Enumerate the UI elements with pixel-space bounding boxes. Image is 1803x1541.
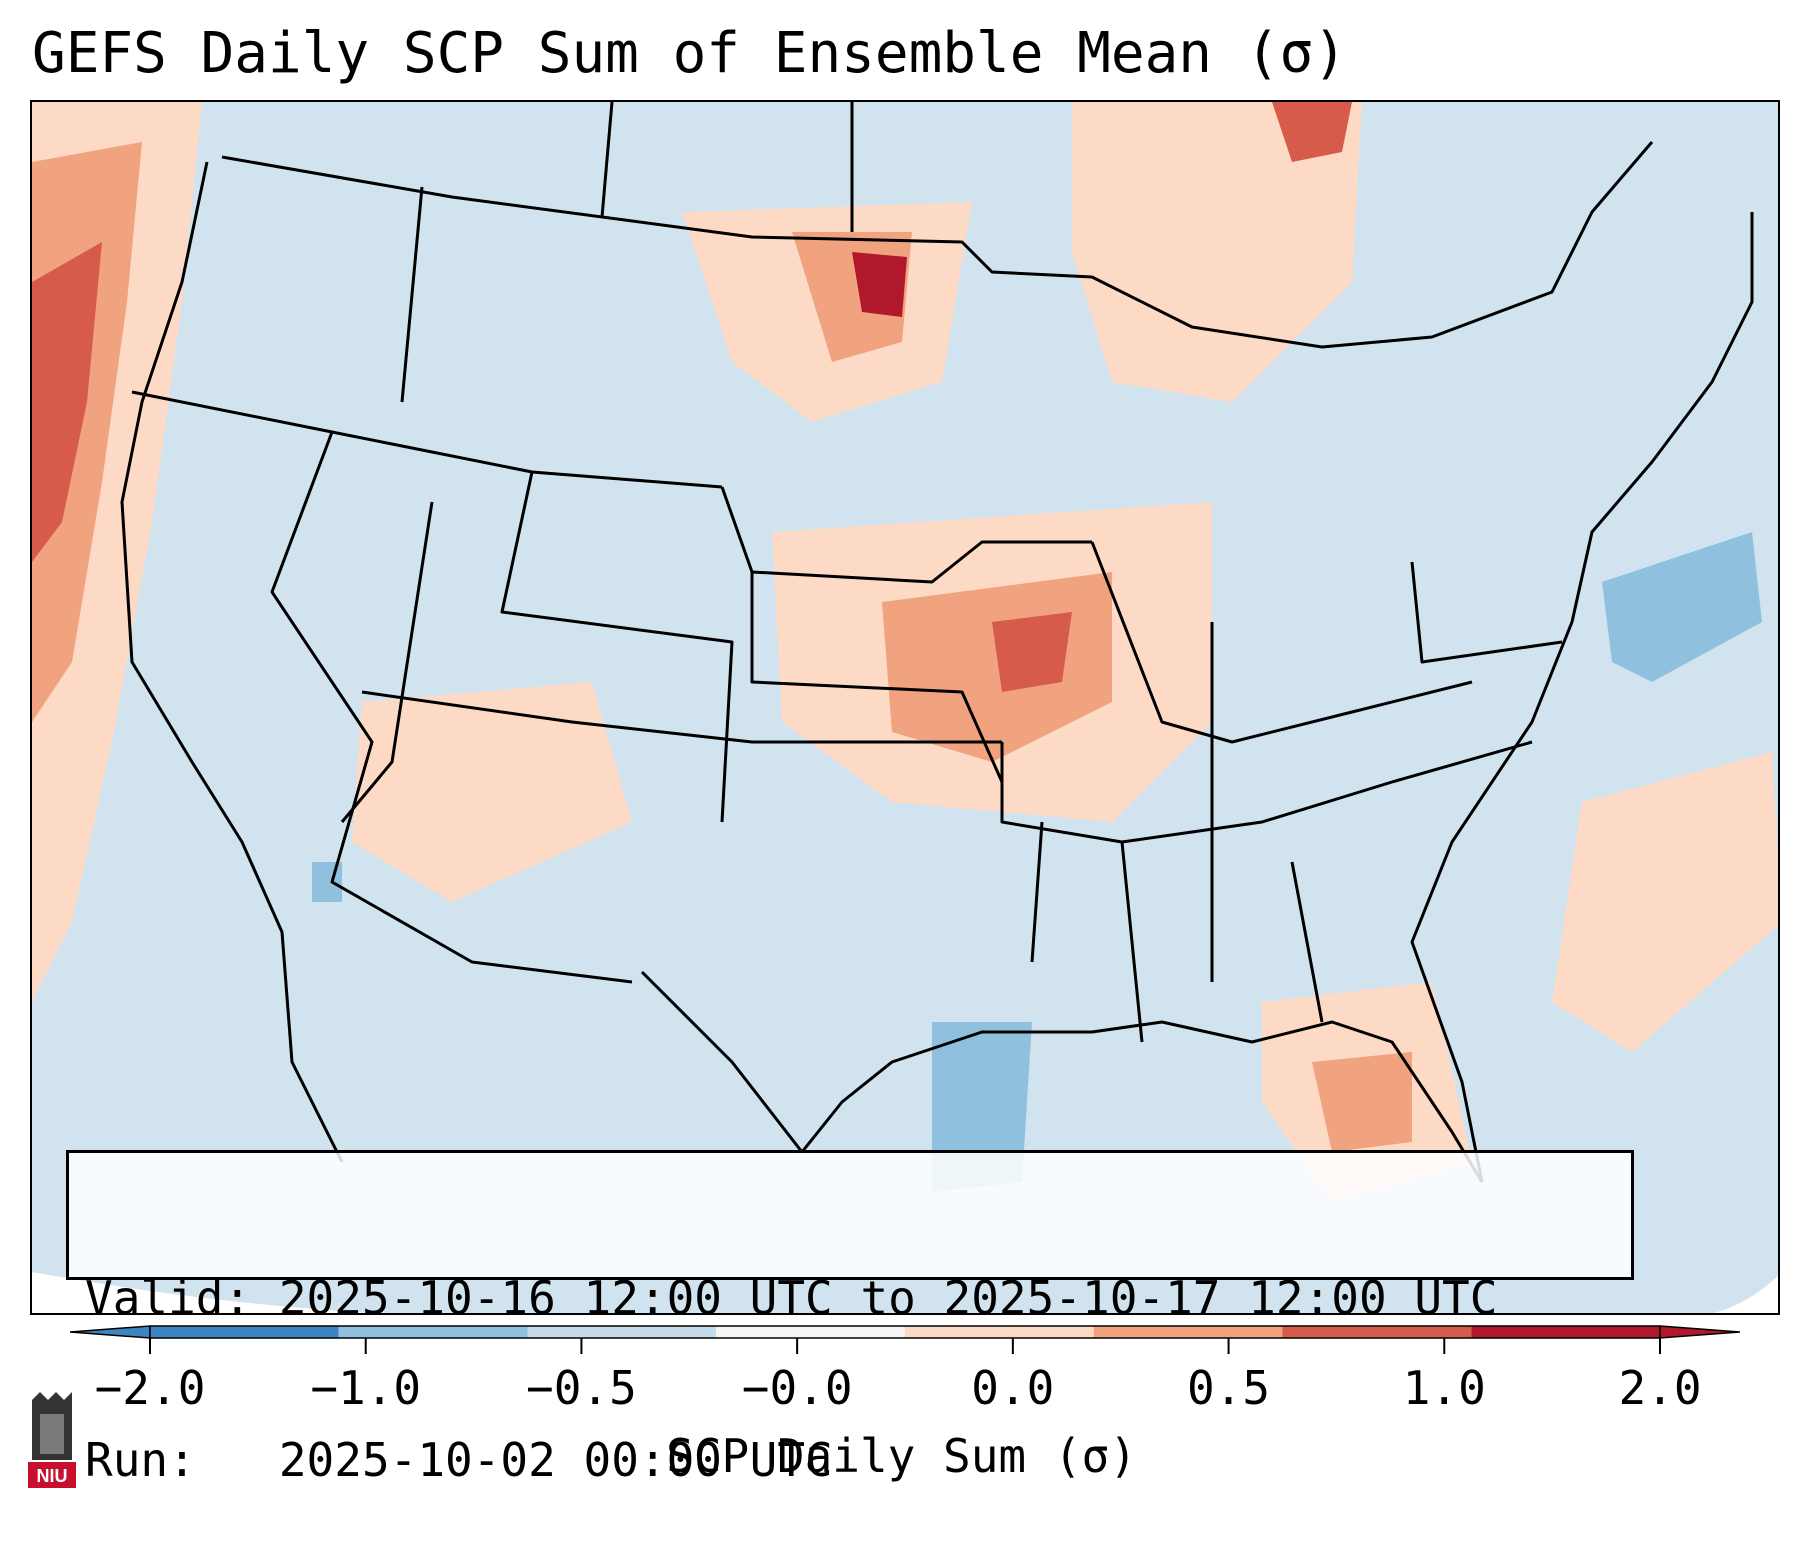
colorbar — [70, 1325, 1740, 1354]
run-time-text: Run: 2025-10-02 00:00 UTC — [85, 1433, 833, 1487]
colorbar-tick-label: 1.0 — [1402, 1361, 1486, 1415]
map-projection-edge-left — [32, 1272, 374, 1313]
state-line — [400, 186, 424, 403]
niu-logo: NIU — [28, 1392, 76, 1488]
state-line — [1410, 561, 1563, 664]
anomaly-patch-ontario — [1072, 102, 1362, 402]
colorbar-tick-label: 0.5 — [1187, 1361, 1271, 1415]
colorbar-extend-high — [1659, 1325, 1740, 1339]
scp-field-layer — [32, 102, 1778, 1313]
valid-run-info-box: Valid: 2025-10-16 12:00 UTC to 2025-10-1… — [66, 1150, 1634, 1487]
negative-patch-gulf — [932, 1022, 1032, 1192]
state-line — [1090, 541, 1473, 744]
anomaly-patch-midwest-core — [992, 612, 1072, 692]
state-line — [720, 486, 1092, 584]
anomaly-patch-west-coast-core — [32, 242, 102, 562]
us-canada-border — [221, 141, 1654, 349]
state-line — [340, 501, 434, 823]
state-line — [1030, 821, 1044, 963]
anomaly-patch-dakotas-core — [852, 252, 907, 317]
colorbar-segment — [905, 1326, 1094, 1338]
anomaly-patch-southwest — [352, 682, 632, 902]
colorbar-tick-label: −0.5 — [526, 1361, 637, 1415]
state-line — [600, 102, 614, 218]
colorbar-tick-label: −0.0 — [741, 1361, 853, 1415]
anomaly-patch-gulf-east-strong — [1312, 1052, 1412, 1152]
colorbar-segment — [527, 1326, 717, 1338]
colorbar-segment — [338, 1326, 528, 1338]
map-projection-edge-right — [1713, 1275, 1778, 1313]
state-line — [1120, 841, 1144, 1043]
colorbar-tick-label: −1.0 — [310, 1361, 422, 1415]
colorbar-segment — [150, 1326, 339, 1338]
negative-patch-atlantic — [1602, 532, 1762, 682]
colorbar-tick-label: 2.0 — [1618, 1361, 1702, 1415]
coastline-atlantic — [1410, 212, 1754, 1183]
colorbar-segment — [1093, 1326, 1283, 1338]
colorbar-label: SCP Daily Sum (σ) — [666, 1429, 1137, 1483]
colorbar-extend-low — [70, 1325, 151, 1339]
state-line — [1000, 740, 1533, 844]
state-line — [131, 390, 723, 489]
niu-logo-text: NIU — [37, 1466, 68, 1486]
valid-time-text: Valid: 2025-10-16 12:00 UTC to 2025-10-1… — [85, 1271, 1498, 1325]
colorbar-tick-label: −2.0 — [94, 1361, 206, 1415]
state-line — [500, 471, 734, 823]
niu-logo-tower-icon — [32, 1392, 72, 1460]
colorbar-segment — [1282, 1326, 1472, 1338]
coastline-pacific — [120, 161, 344, 1163]
state-line — [1290, 861, 1324, 1023]
colorbar-segment — [716, 1326, 905, 1338]
colorbar-segment — [1471, 1326, 1660, 1338]
map-title: GEFS Daily SCP Sum of Ensemble Mean (σ) — [32, 21, 1347, 86]
colorbar-tick-label: 0.0 — [971, 1361, 1055, 1415]
colorbar-outline — [149, 1325, 1661, 1339]
state-line — [361, 690, 1002, 744]
map-panel — [30, 100, 1780, 1315]
anomaly-patch-ontario-core — [1272, 102, 1352, 162]
anomaly-patch-atlantic — [1552, 752, 1778, 1052]
